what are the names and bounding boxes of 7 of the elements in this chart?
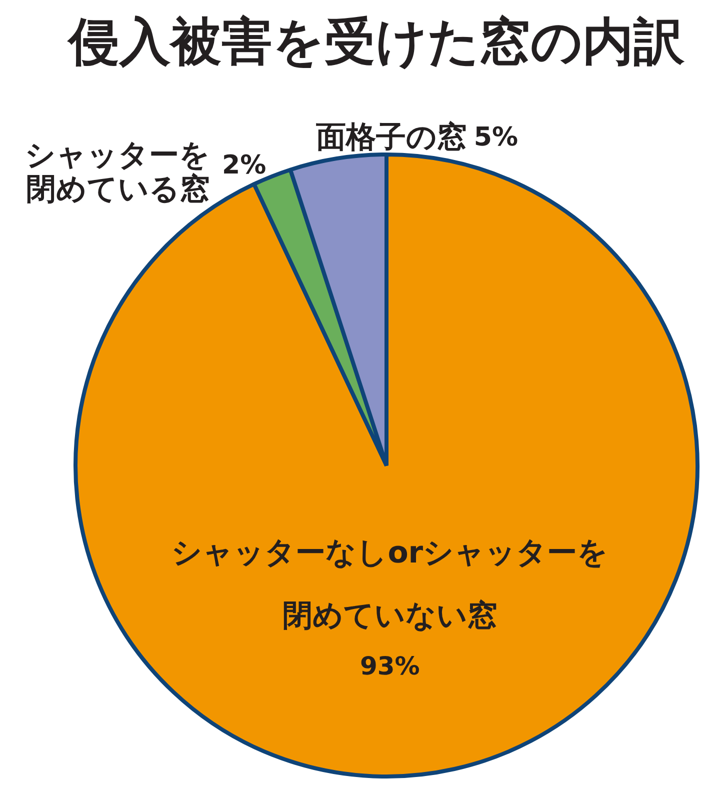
data-label: 93% [360, 652, 420, 681]
slice-label: 面格子の窓 [316, 120, 467, 155]
data-label: 5% [474, 122, 518, 152]
chart-title: 侵入被害を受けた窓の内訳 [66, 13, 686, 72]
slice-label: シャッターを閉めている窓 [25, 138, 210, 207]
slice-label: シャッターなしorシャッターを閉めていない窓 [172, 536, 608, 634]
data-label: 2% [222, 150, 266, 180]
